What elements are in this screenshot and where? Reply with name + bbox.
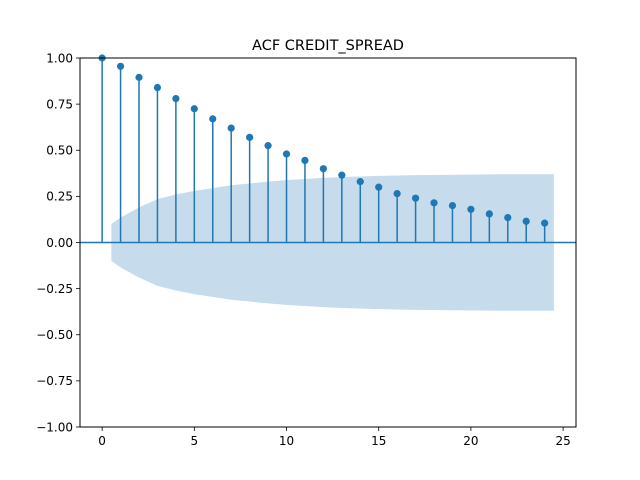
acf-point: [282, 150, 291, 158]
x-tick-label: 25: [555, 434, 570, 448]
acf-point: [153, 83, 162, 92]
acf-point: [209, 115, 217, 123]
x-tick-label: 20: [463, 434, 478, 448]
y-tick-label: 0.75: [46, 97, 73, 111]
y-axis: 1.00 0.75 0.50 0.25 0.00 −0.25 −0.50 −0.75 −1.00: [36, 51, 80, 434]
x-tick-label: 15: [371, 434, 386, 448]
x-axis: 0 5 10 15 20 25: [98, 427, 571, 448]
y-tick-label: 0.00: [46, 236, 73, 250]
acf-point: [190, 105, 198, 113]
acf-point: [264, 142, 272, 150]
acf-point: [485, 210, 493, 218]
acf-point: [504, 213, 512, 222]
acf-point: [375, 183, 383, 191]
acf-point: [448, 202, 457, 210]
y-tick-label: 0.50: [46, 144, 73, 158]
y-tick-label: −0.50: [36, 328, 73, 342]
acf-point: [411, 194, 420, 202]
markers-layer: [98, 54, 549, 227]
acf-point: [116, 62, 125, 70]
y-tick-label: −1.00: [36, 420, 73, 434]
x-tick-label: 0: [98, 434, 106, 448]
chart-title: ACF CREDIT_SPREAD: [252, 38, 404, 54]
acf-point: [338, 171, 346, 179]
acf-point: [319, 165, 327, 173]
acf-point: [246, 133, 254, 141]
acf-point: [172, 94, 180, 103]
y-tick-label: 1.00: [46, 51, 73, 65]
y-tick-label: −0.25: [36, 282, 73, 296]
acf-point: [393, 190, 401, 198]
acf-point: [541, 219, 549, 227]
x-tick-label: 10: [279, 434, 294, 448]
y-tick-label: −0.75: [36, 374, 73, 388]
acf-point: [467, 205, 475, 213]
acf-point: [135, 73, 143, 81]
stems-layer: [101, 58, 546, 243]
y-tick-label: 0.25: [46, 190, 73, 204]
acf-point: [522, 217, 530, 225]
acf-point: [227, 124, 235, 132]
acf-point: [430, 199, 438, 207]
acf-point: [301, 156, 309, 164]
x-tick-label: 5: [190, 434, 198, 448]
acf-point: [356, 178, 364, 186]
